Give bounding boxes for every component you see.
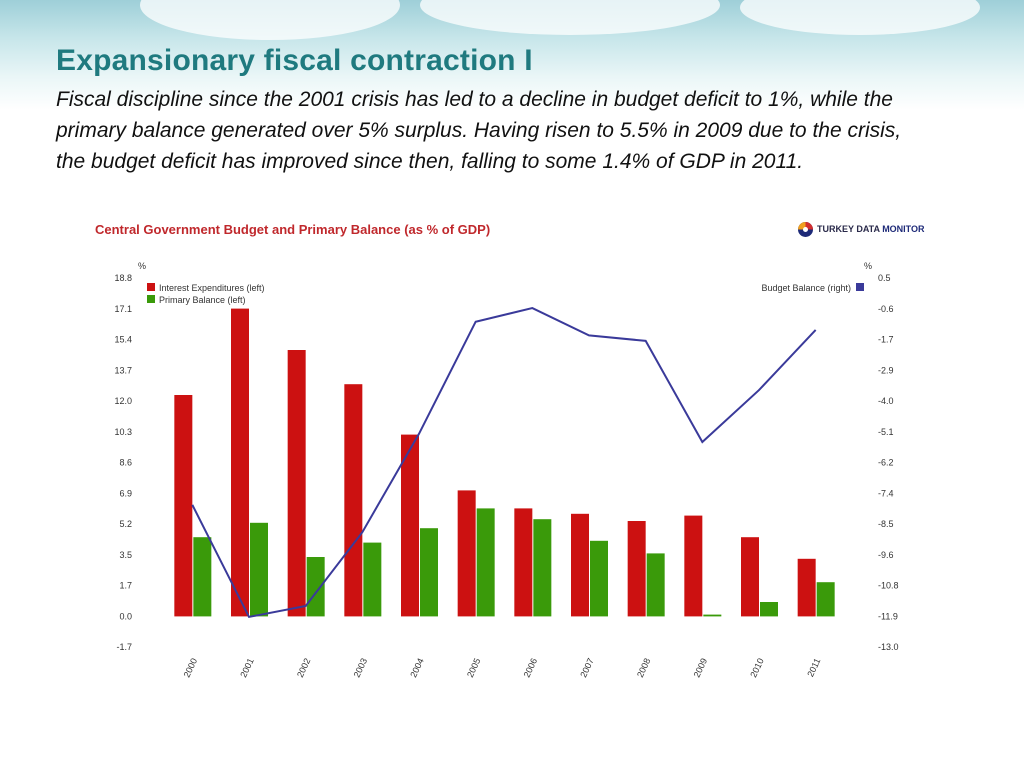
right-axis-tick: -6.2 xyxy=(878,458,894,468)
logo-text-part2: MONITOR xyxy=(882,224,925,234)
x-axis-tick: 2003 xyxy=(352,657,370,679)
line-budget-balance xyxy=(191,307,817,619)
bar-primary-balance xyxy=(193,537,212,617)
right-axis-tick: -10.8 xyxy=(878,581,899,591)
bar-interest-expenditures xyxy=(571,513,589,617)
x-axis-tick: 2010 xyxy=(748,657,766,679)
bar-primary-balance xyxy=(760,602,778,617)
x-axis-tick: 2009 xyxy=(692,657,710,679)
legend-swatch-primary xyxy=(147,295,155,303)
bar-primary-balance xyxy=(646,553,665,617)
x-axis-tick: 2001 xyxy=(238,657,256,679)
bar-interest-expenditures xyxy=(231,308,249,617)
header-banner xyxy=(0,0,1024,110)
x-axis-tick: 2005 xyxy=(465,657,483,679)
bar-primary-balance xyxy=(533,519,552,617)
x-axis-tick: 2002 xyxy=(295,657,313,679)
bar-interest-expenditures xyxy=(797,558,816,617)
legend-label-interest: Interest Expenditures (left) xyxy=(159,283,265,293)
globe-icon xyxy=(798,221,813,237)
left-axis-tick: 0.0 xyxy=(119,611,132,621)
left-axis-tick: 10.3 xyxy=(114,427,132,437)
x-axis-tick: 2004 xyxy=(408,657,426,679)
legend-label-primary: Primary Balance (left) xyxy=(159,295,246,305)
right-axis-tick: -4.0 xyxy=(878,396,894,406)
bar-primary-balance xyxy=(476,508,495,617)
bar-interest-expenditures xyxy=(287,350,306,617)
bar-interest-expenditures xyxy=(174,395,193,617)
bar-interest-expenditures xyxy=(457,490,476,617)
legend-label-budget: Budget Balance (right) xyxy=(761,283,851,293)
left-axis-tick: 18.8 xyxy=(114,273,132,283)
x-axis-tick: 2007 xyxy=(578,657,596,679)
left-axis-tick: 17.1 xyxy=(114,304,132,314)
bar-interest-expenditures xyxy=(514,508,533,617)
right-axis-tick: -5.1 xyxy=(878,427,894,437)
bar-primary-balance xyxy=(816,582,835,617)
bar-interest-expenditures xyxy=(627,521,646,617)
bar-interest-expenditures xyxy=(741,537,759,617)
bar-interest-expenditures xyxy=(344,384,363,617)
x-axis-tick: 2008 xyxy=(635,657,653,679)
right-axis-tick: -9.6 xyxy=(878,550,894,560)
right-axis-tick: -1.7 xyxy=(878,335,894,345)
left-axis-tick: 13.7 xyxy=(114,365,132,375)
chart-title: Central Government Budget and Primary Ba… xyxy=(95,222,491,237)
bar-primary-balance xyxy=(590,540,608,617)
x-axis-tick: 2011 xyxy=(805,657,822,679)
right-axis-tick: -13.0 xyxy=(878,642,899,652)
bar-interest-expenditures xyxy=(684,515,703,617)
right-axis-tick: 0.5 xyxy=(878,273,891,283)
right-axis-tick: -0.6 xyxy=(878,304,894,314)
right-axis-tick: -11.9 xyxy=(878,611,898,621)
right-axis-tick: -2.9 xyxy=(878,365,894,375)
left-axis-tick: -1.7 xyxy=(116,642,132,652)
x-axis-tick: 2000 xyxy=(182,657,200,679)
legend-swatch-budget xyxy=(856,283,864,291)
left-axis-tick: 12.0 xyxy=(114,396,132,406)
left-axis-tick: 3.5 xyxy=(119,550,132,560)
left-axis-tick: 5.2 xyxy=(119,519,132,529)
logo-text-part1: TURKEY DATA xyxy=(817,224,880,234)
right-axis-unit: % xyxy=(864,261,872,271)
logo: TURKEY DATA MONITOR xyxy=(797,219,925,239)
bar-primary-balance xyxy=(306,557,325,617)
bar-primary-balance xyxy=(420,528,438,617)
left-axis-tick: 6.9 xyxy=(119,488,132,498)
logo-text: TURKEY DATA MONITOR xyxy=(817,224,925,234)
x-axis-tick: 2006 xyxy=(522,657,540,679)
bar-interest-expenditures xyxy=(401,434,419,617)
right-axis-tick: -7.4 xyxy=(878,488,894,498)
slide-title: Expansionary fiscal contraction I xyxy=(56,44,533,77)
legend-swatch-interest xyxy=(147,283,155,291)
left-axis-tick: 15.4 xyxy=(114,335,132,345)
right-axis-tick: -8.5 xyxy=(878,519,894,529)
left-axis-tick: 8.6 xyxy=(119,458,132,468)
left-axis-tick: 1.7 xyxy=(119,581,132,591)
bar-primary-balance xyxy=(363,542,382,617)
left-axis-unit: % xyxy=(138,261,146,271)
slide-subtitle: Fiscal discipline since the 2001 crisis … xyxy=(56,88,902,173)
bar-primary-balance xyxy=(250,522,268,617)
bar-primary-balance xyxy=(703,614,722,617)
